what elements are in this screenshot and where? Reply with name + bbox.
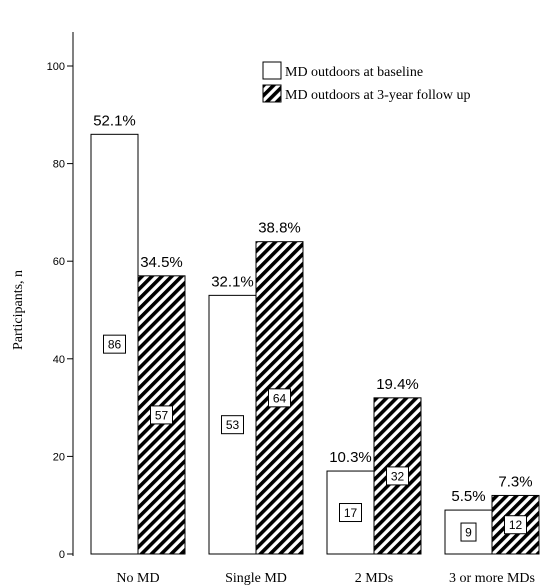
y-tick-label: 60 [53,256,65,268]
legend-swatch-followup [262,84,282,103]
bar-labels: 86 52.1% 57 34.5% 53 32.1% 64 38.8% 17 10.3% 32 19.… [93,112,533,542]
y-tick-label: 40 [53,354,65,366]
legend: MD outdoors at baseline MD outdoors at 3… [262,61,470,103]
percent-label: 38.8% [258,220,301,237]
y-tick-label: 80 [53,159,65,171]
value-label: 17 [344,506,358,520]
percent-label: 10.3% [329,449,372,466]
percent-label: 52.1% [93,112,136,129]
value-label: 9 [465,526,472,540]
x-category-label: Single MD [225,571,287,586]
y-tick-label: 100 [47,61,65,73]
value-label: 86 [108,338,122,352]
value-label-box [103,334,126,354]
value-label-box [504,515,527,535]
value-label-box [268,388,291,408]
percent-label: 7.3% [498,473,532,490]
value-label: 57 [155,408,169,422]
value-label: 12 [509,518,523,532]
percent-label: 32.1% [211,273,254,290]
value-label-box [339,503,362,523]
value-label: 64 [273,391,287,405]
legend-label-followup: MD outdoors at 3-year follow up [285,88,470,103]
x-category-label: 2 MDs [355,571,394,586]
percent-label: 19.4% [376,376,419,393]
x-category-label: No MD [116,571,159,586]
value-label-box [460,522,477,542]
axis-layer: Participants, n [11,32,74,556]
y-ticks: 0 20 40 60 80 100 [47,61,73,561]
x-category-labels: No MD Single MD 2 MDs 3 or more MDs [116,571,535,586]
legend-swatch-baseline [262,61,282,80]
value-label: 53 [226,418,240,432]
value-label: 32 [391,469,405,483]
y-tick-label: 20 [53,451,65,463]
value-label-box [386,466,409,486]
x-category-label: 3 or more MDs [449,571,535,586]
value-label-box [221,415,244,435]
percent-label: 34.5% [140,254,183,271]
y-tick-label: 0 [59,549,65,561]
value-label-box [150,405,173,425]
percent-label: 5.5% [451,488,485,505]
legend-label-baseline: MD outdoors at baseline [285,65,423,80]
y-axis-label: Participants, n [11,270,26,350]
